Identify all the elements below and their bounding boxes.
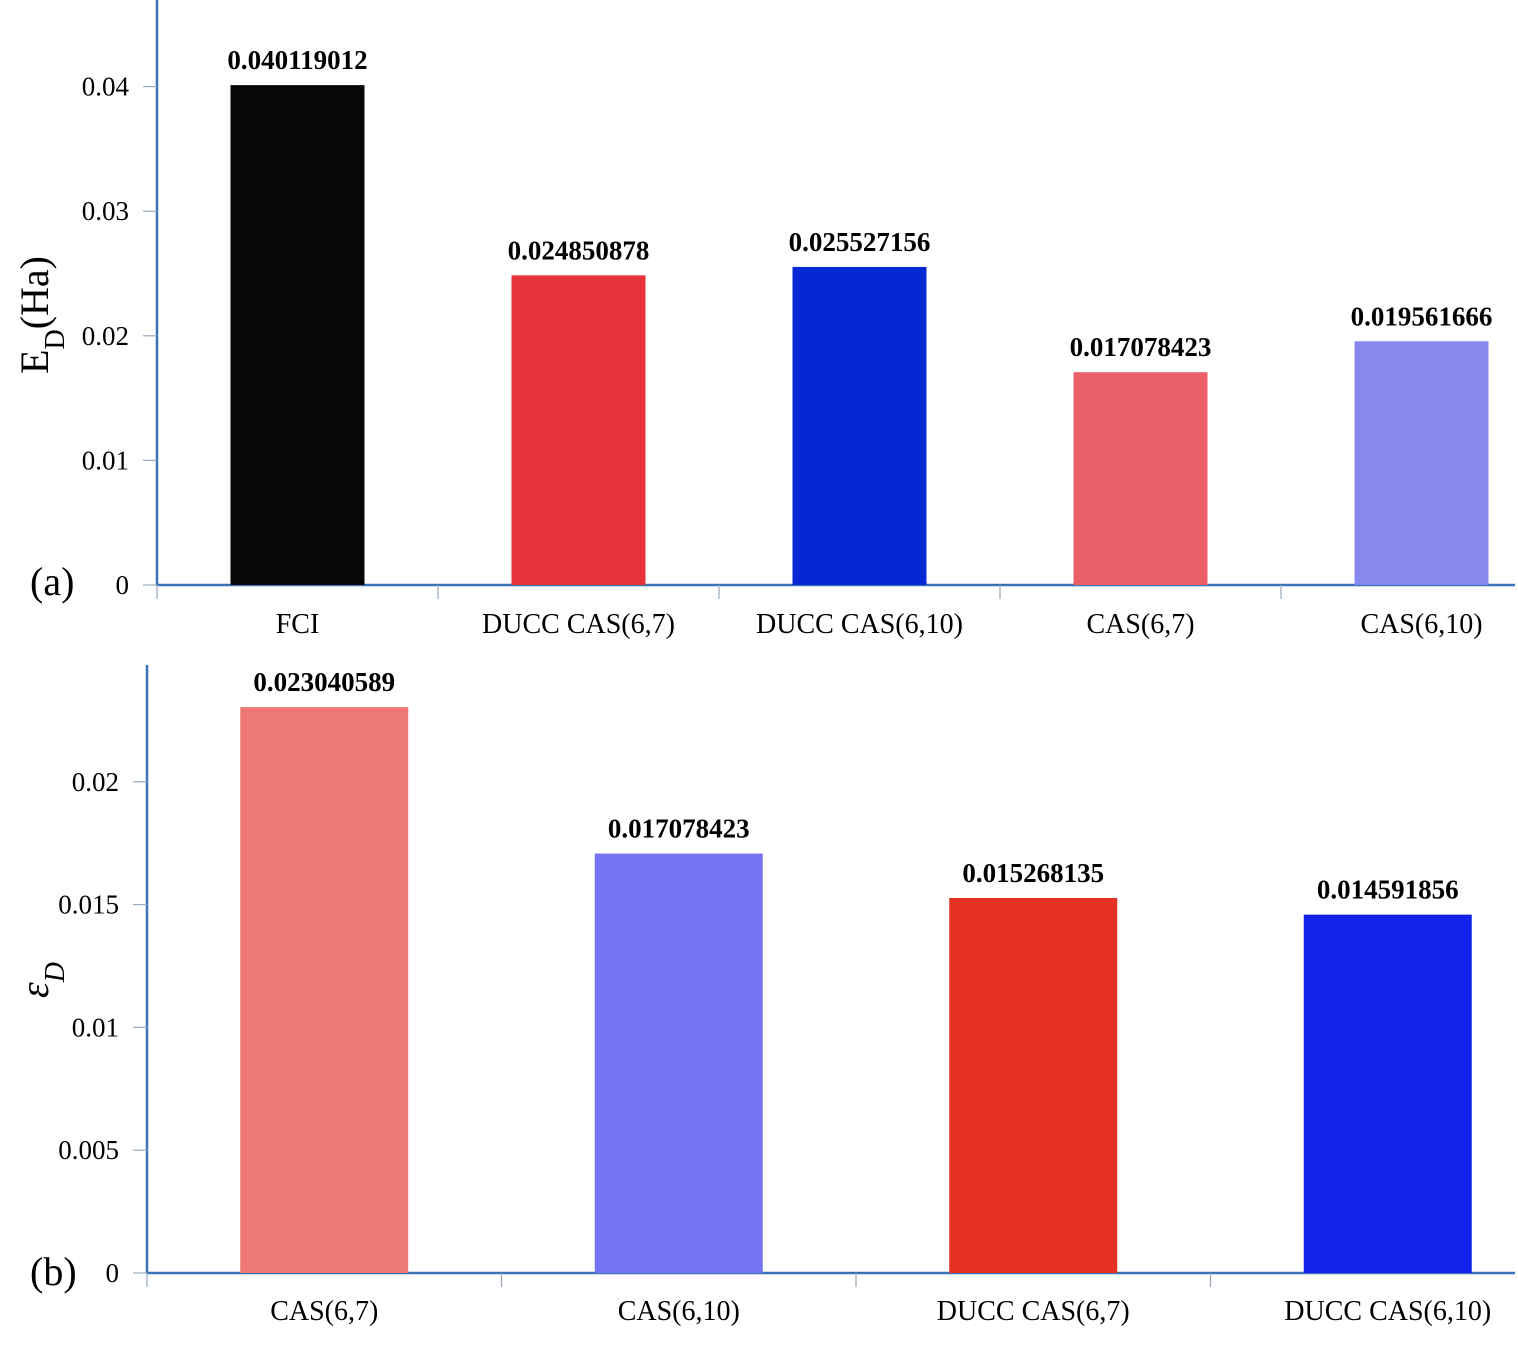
data-label: 0.023040589 <box>253 667 395 697</box>
y-axis-label: εD <box>12 962 71 998</box>
x-tick-label: CAS(6,7) <box>270 1296 378 1327</box>
data-label: 0.019561666 <box>1351 301 1493 331</box>
y-tick-label: 0 <box>116 570 130 600</box>
bar <box>1303 914 1472 1273</box>
x-tick-label: CAS(6,10) <box>1360 609 1482 640</box>
x-tick-label: CAS(6,7) <box>1086 609 1194 640</box>
x-tick-label: DUCC CAS(6,10) <box>1284 1296 1491 1327</box>
bar <box>792 266 927 585</box>
data-label: 0.017078423 <box>1070 332 1212 362</box>
y-axis-label: ED(Ha) <box>12 256 71 374</box>
chart-panel-b: 0 0.005 0.01 0.015 0.02 0.023040589 CAS(6,7) 0.… <box>12 665 1515 1327</box>
y-tick-label: 0.01 <box>72 1012 119 1042</box>
x-tick-label: FCI <box>276 609 320 640</box>
y-tick-label: 0.02 <box>82 321 129 351</box>
panel-label: (b) <box>30 1249 77 1294</box>
y-tick-label: 0 <box>106 1258 120 1288</box>
data-label: 0.040119012 <box>227 45 367 75</box>
data-label: 0.014591856 <box>1317 875 1459 905</box>
bar <box>230 85 365 585</box>
data-label: 0.025527156 <box>789 227 931 257</box>
data-label: 0.024850878 <box>508 235 650 265</box>
data-label: 0.015268135 <box>962 858 1104 888</box>
y-tick-label: 0.02 <box>72 767 119 797</box>
y-tick-label: 0.015 <box>58 890 119 920</box>
bar <box>1073 372 1208 585</box>
bar <box>511 275 646 585</box>
data-label: 0.017078423 <box>608 814 750 844</box>
y-tick-label: 0.04 <box>82 72 130 102</box>
bar <box>1354 341 1489 585</box>
y-tick-label: 0.005 <box>58 1135 119 1165</box>
y-tick-label: 0.03 <box>82 196 129 226</box>
x-tick-label: DUCC CAS(6,7) <box>937 1296 1130 1327</box>
panel-label: (a) <box>30 559 74 604</box>
chart-panel-a: 0 0.01 0.02 0.03 0.04 0.040119012 FCI 0.0248508… <box>12 0 1515 640</box>
bar <box>240 707 409 1273</box>
x-tick-label: DUCC CAS(6,10) <box>756 609 963 640</box>
x-tick-label: DUCC CAS(6,7) <box>482 609 675 640</box>
bar <box>949 898 1118 1273</box>
y-tick-label: 0.01 <box>82 445 129 475</box>
x-tick-label: CAS(6,10) <box>618 1296 740 1327</box>
bar <box>594 853 763 1273</box>
